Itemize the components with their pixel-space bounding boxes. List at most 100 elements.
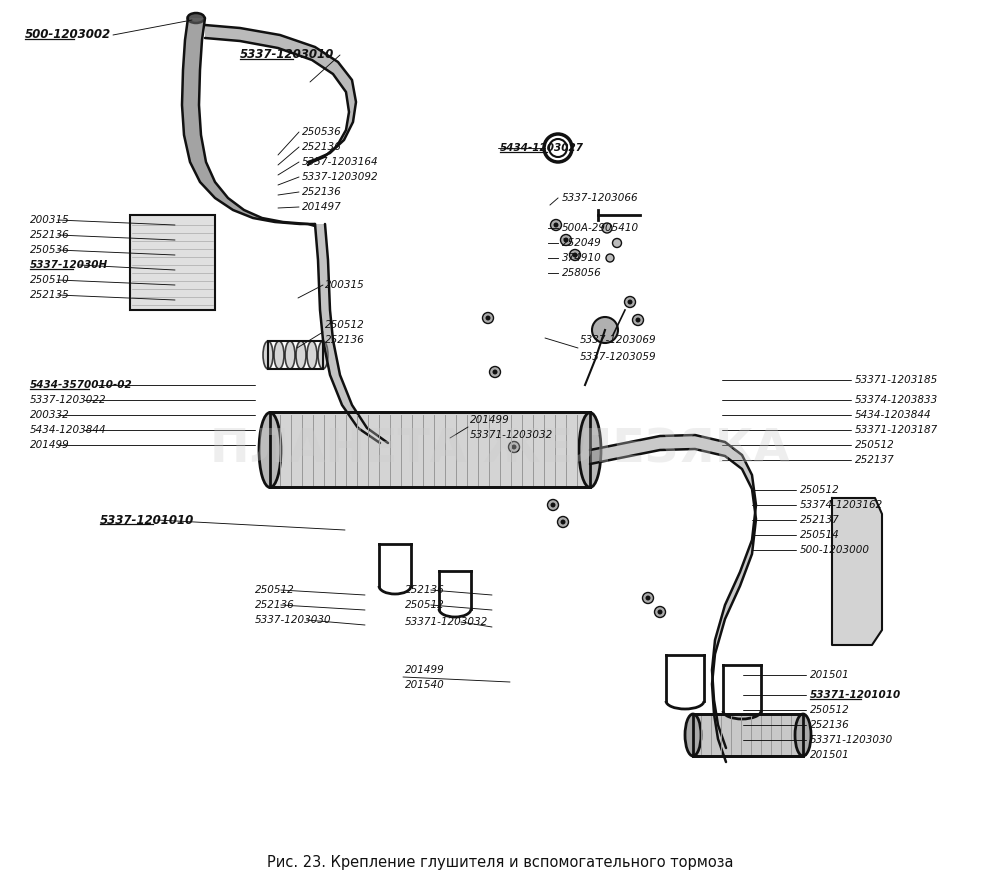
Circle shape	[658, 610, 662, 614]
Text: 250510: 250510	[30, 275, 70, 285]
Text: 258056: 258056	[562, 268, 602, 278]
Circle shape	[482, 312, 494, 324]
Text: 374910: 374910	[562, 253, 602, 263]
Text: 252137: 252137	[800, 515, 840, 525]
Text: ПЛАНЕТА ЖЕЛЕЗЯКА: ПЛАНЕТА ЖЕЛЕЗЯКА	[210, 427, 790, 473]
Text: 201501: 201501	[810, 750, 850, 760]
Text: 5434-1203844: 5434-1203844	[855, 410, 932, 420]
Circle shape	[628, 299, 633, 304]
Circle shape	[560, 519, 566, 525]
Ellipse shape	[579, 412, 601, 488]
Ellipse shape	[685, 714, 701, 756]
Circle shape	[572, 252, 578, 258]
Circle shape	[550, 219, 562, 230]
Circle shape	[636, 318, 640, 322]
Ellipse shape	[263, 341, 273, 369]
Circle shape	[548, 499, 558, 511]
Circle shape	[646, 596, 650, 601]
Text: 5337-1203092: 5337-1203092	[302, 172, 379, 182]
Text: 5337-1203164: 5337-1203164	[302, 157, 379, 167]
Text: 252136: 252136	[405, 585, 445, 595]
Text: 250514: 250514	[800, 530, 840, 540]
Circle shape	[633, 314, 644, 326]
Bar	[268, 341, 323, 369]
Text: 201540: 201540	[405, 680, 445, 690]
Ellipse shape	[318, 341, 328, 369]
Circle shape	[560, 235, 572, 245]
Text: 250512: 250512	[855, 440, 895, 450]
Ellipse shape	[259, 412, 281, 488]
Bar	[270, 412, 590, 487]
Text: 5434-1203027: 5434-1203027	[500, 143, 584, 153]
Ellipse shape	[188, 13, 205, 23]
Circle shape	[550, 503, 556, 507]
Polygon shape	[205, 25, 356, 165]
Text: 201499: 201499	[30, 440, 70, 450]
Text: 252137: 252137	[855, 455, 895, 465]
Text: 500А-2905410: 500А-2905410	[562, 223, 639, 233]
Text: 53371-1203187: 53371-1203187	[855, 425, 938, 435]
Text: 5337-1203030: 5337-1203030	[255, 615, 332, 625]
Circle shape	[612, 238, 622, 248]
Circle shape	[486, 315, 490, 320]
Text: 500-1203000: 500-1203000	[800, 545, 870, 555]
Text: 250536: 250536	[30, 245, 70, 255]
Text: 5337-12030Н: 5337-12030Н	[30, 260, 108, 270]
Circle shape	[554, 222, 558, 227]
Text: 53371-1203030: 53371-1203030	[810, 735, 893, 745]
Text: 252136: 252136	[255, 600, 295, 610]
Circle shape	[592, 317, 618, 343]
Text: 500-1203002: 500-1203002	[25, 28, 111, 42]
Text: 53371-1201010: 53371-1201010	[810, 690, 901, 700]
Circle shape	[564, 237, 568, 242]
Text: Рис. 23. Крепление глушителя и вспомогательного тормоза: Рис. 23. Крепление глушителя и вспомогат…	[267, 855, 733, 869]
Text: 201497: 201497	[302, 202, 342, 212]
Text: 5337-1203069: 5337-1203069	[580, 335, 657, 345]
Text: 252136: 252136	[30, 230, 70, 240]
Text: 250512: 250512	[255, 585, 295, 595]
Circle shape	[512, 444, 516, 450]
Text: 5337-1203022: 5337-1203022	[30, 395, 107, 405]
Circle shape	[558, 517, 568, 527]
Text: 5434-1203844: 5434-1203844	[30, 425, 107, 435]
Text: 252136: 252136	[302, 142, 342, 152]
Circle shape	[606, 254, 614, 262]
Circle shape	[624, 296, 636, 307]
Text: 5337-1203059: 5337-1203059	[580, 352, 657, 362]
Circle shape	[602, 223, 612, 233]
Bar	[130, 215, 215, 310]
Circle shape	[642, 592, 654, 604]
Text: 252136: 252136	[302, 187, 342, 197]
Text: 53374-1203833: 53374-1203833	[855, 395, 938, 405]
Bar	[693, 714, 803, 756]
Ellipse shape	[274, 341, 284, 369]
Text: 252136: 252136	[325, 335, 365, 345]
Text: 201501: 201501	[810, 670, 850, 680]
Bar	[270, 412, 590, 487]
Text: 250512: 250512	[800, 485, 840, 495]
Text: 200315: 200315	[30, 215, 70, 225]
Text: 5434-3570010-02: 5434-3570010-02	[30, 380, 133, 390]
Circle shape	[490, 366, 501, 378]
Polygon shape	[590, 435, 756, 762]
Ellipse shape	[795, 714, 811, 756]
Circle shape	[654, 606, 666, 618]
Text: 53371-1203185: 53371-1203185	[855, 375, 938, 385]
Text: 5337-1203010: 5337-1203010	[240, 49, 334, 61]
Text: 252049: 252049	[562, 238, 602, 248]
Text: 53374-1203162: 53374-1203162	[800, 500, 883, 510]
Ellipse shape	[285, 341, 295, 369]
Polygon shape	[315, 224, 388, 443]
Text: 5337-1203066: 5337-1203066	[562, 193, 639, 203]
Text: 53371-1203032: 53371-1203032	[405, 617, 488, 627]
Text: 200332: 200332	[30, 410, 70, 420]
Text: 250512: 250512	[325, 320, 365, 330]
Circle shape	[492, 370, 498, 374]
Text: 201499: 201499	[470, 415, 510, 425]
Text: 250536: 250536	[302, 127, 342, 137]
Circle shape	[570, 250, 580, 260]
Text: 252135: 252135	[30, 290, 70, 300]
Text: 250512: 250512	[810, 705, 850, 715]
Text: 53371-1203032: 53371-1203032	[470, 430, 553, 440]
Text: 250512: 250512	[405, 600, 445, 610]
